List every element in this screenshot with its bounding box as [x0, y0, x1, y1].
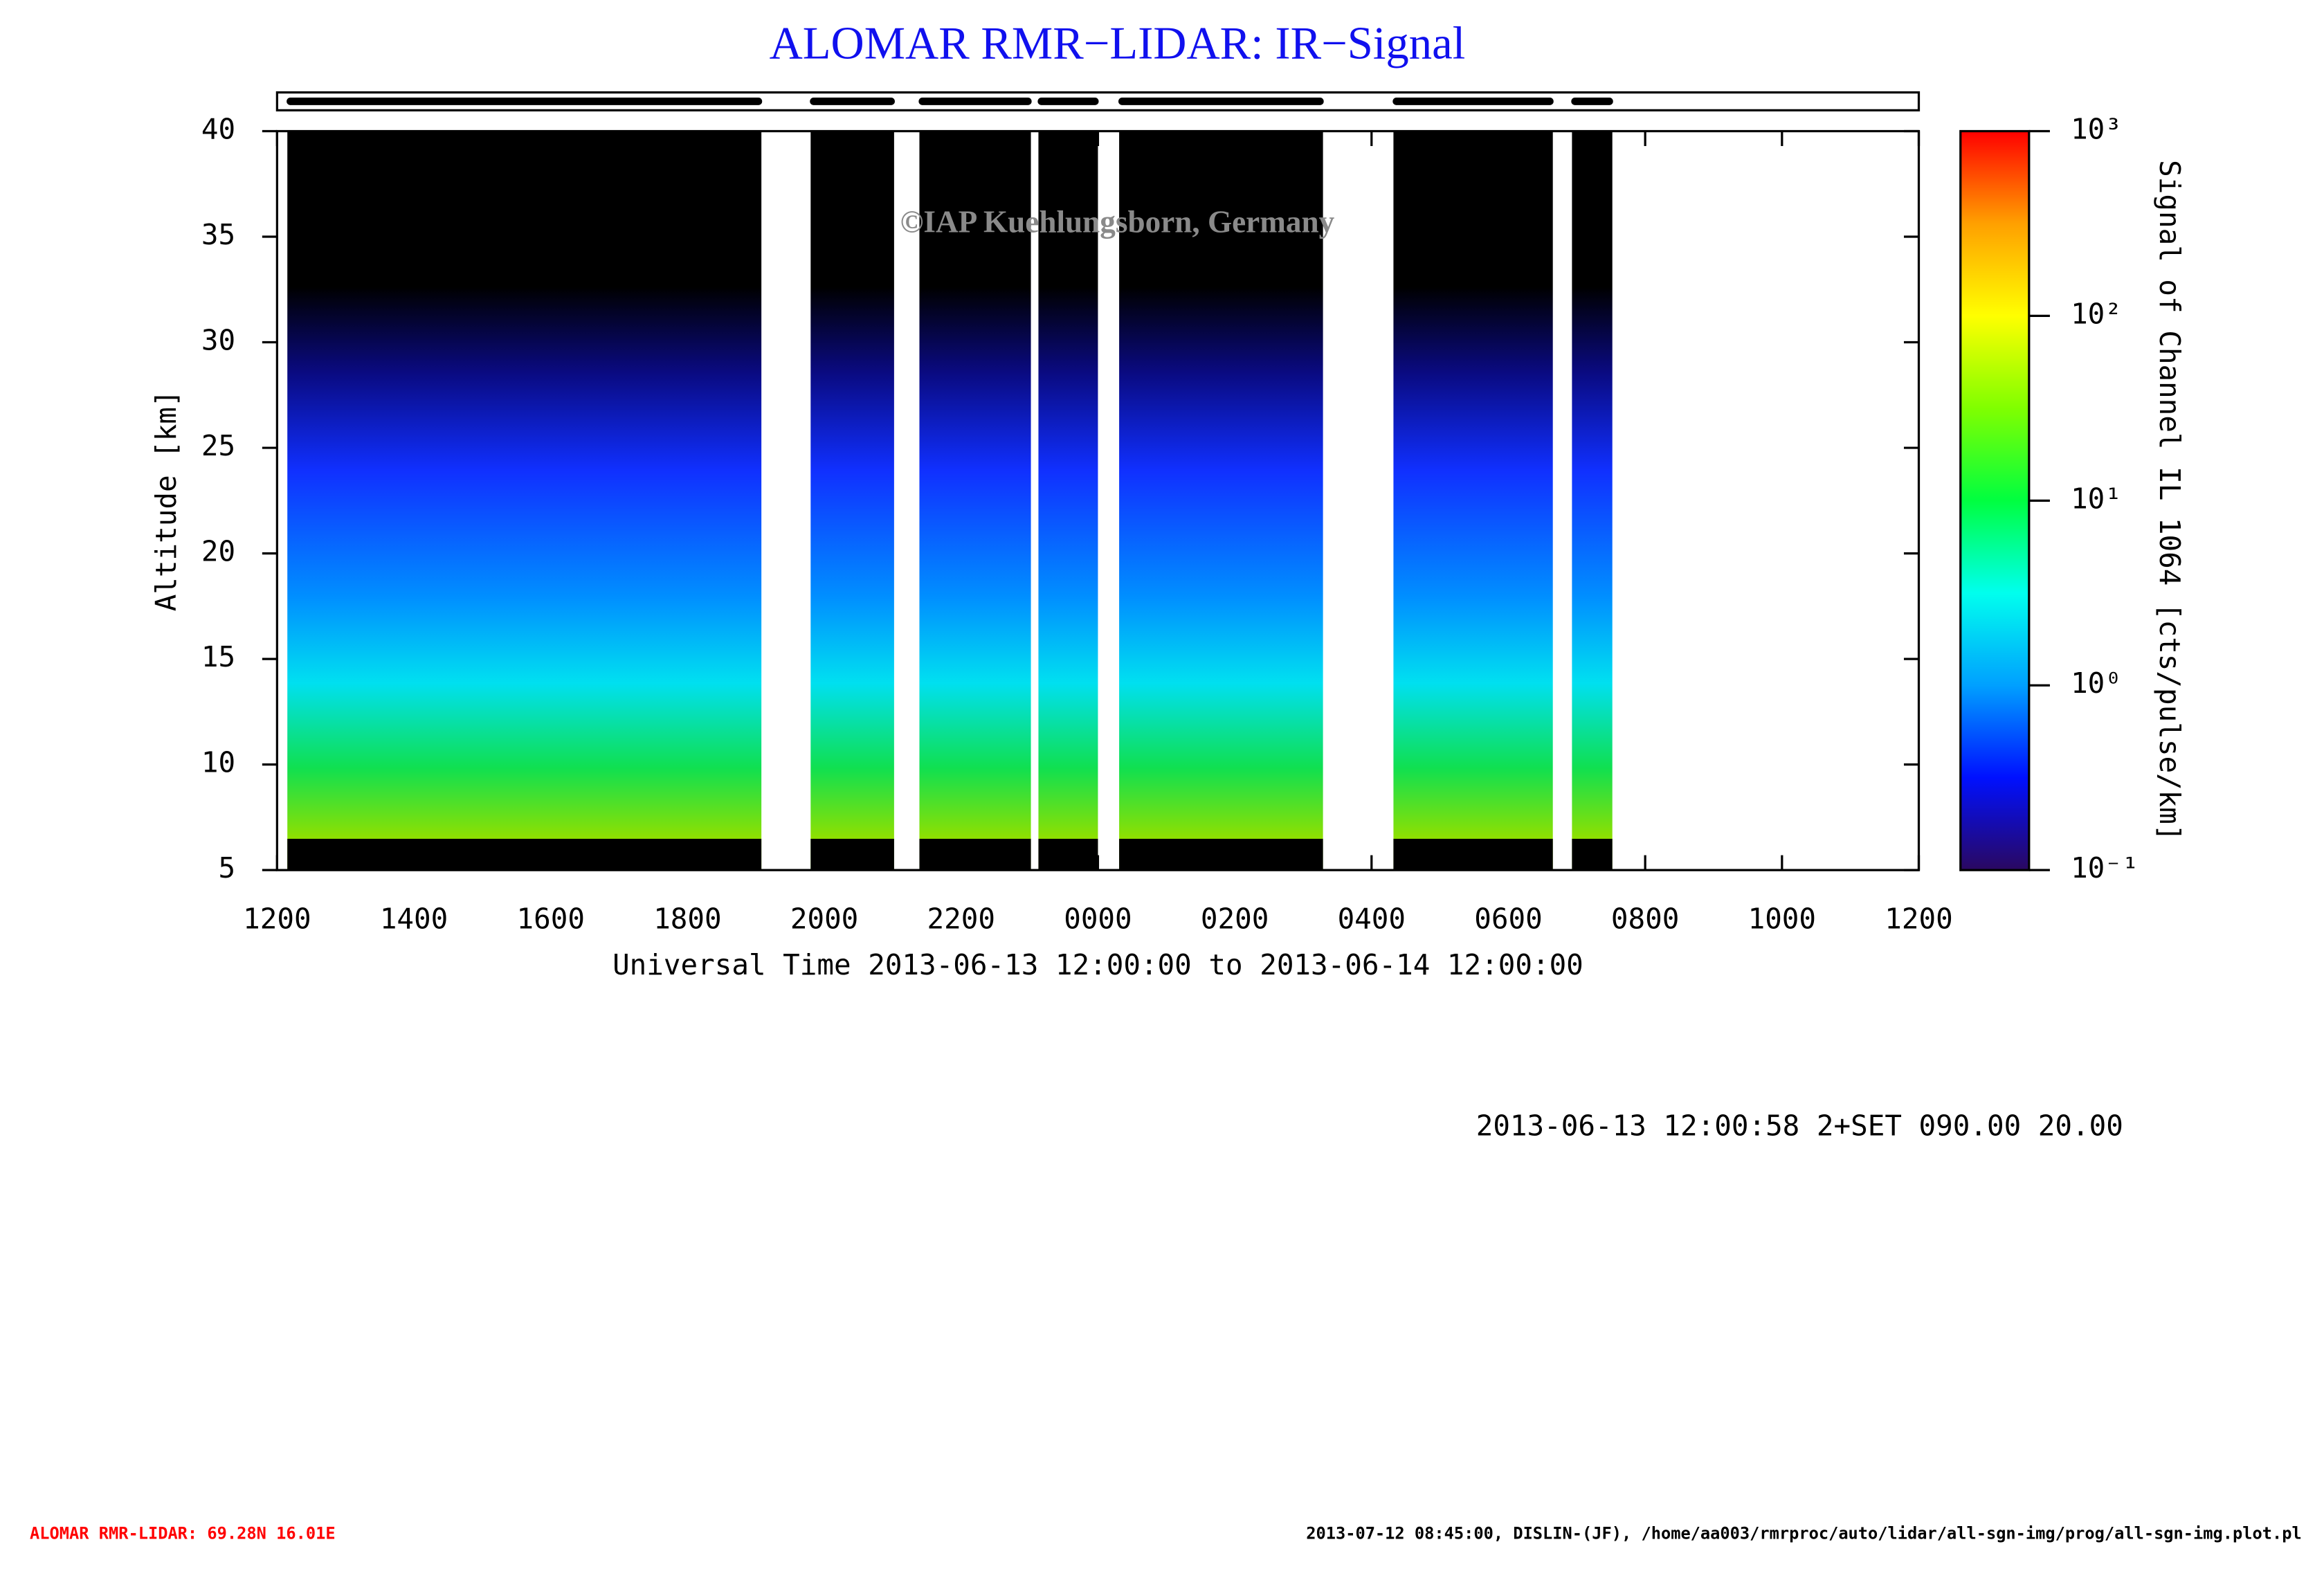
- signal-block: [919, 131, 1031, 871]
- colorbar-tick-label: 10⁻¹: [2071, 851, 2139, 885]
- x-tick-label: 0000: [1064, 902, 1132, 935]
- x-tick-label: 0800: [1611, 902, 1679, 935]
- x-tick-label: 2200: [927, 902, 995, 935]
- ground-band: [287, 838, 762, 871]
- x-tick-label: 0600: [1474, 902, 1542, 935]
- footer-left: ALOMAR RMR-LIDAR: 69.28N 16.01E: [30, 1524, 336, 1543]
- x-tick-label: 0200: [1201, 902, 1269, 935]
- signal-block: [1038, 131, 1098, 871]
- signal-block: [287, 131, 762, 871]
- y-tick-label: 20: [201, 535, 235, 568]
- signal-block: [1572, 131, 1613, 871]
- colorbar-tick-label: 10⁰: [2071, 666, 2122, 700]
- x-tick-label: 1400: [380, 902, 448, 935]
- ground-band: [1038, 838, 1098, 871]
- x-tick-label: 0400: [1338, 902, 1406, 935]
- ground-band: [1119, 838, 1323, 871]
- ground-band: [810, 838, 894, 871]
- colorbar: [1959, 129, 2031, 871]
- x-tick-label: 2000: [790, 902, 858, 935]
- info-line: 2013-06-13 12:00:58 2+SET 090.00 20.00: [1476, 1109, 2123, 1143]
- y-tick-label: 30: [201, 324, 235, 357]
- colorbar-tick-label: 10³: [2071, 112, 2122, 145]
- y-tick-label: 35: [201, 218, 235, 251]
- y-axis-label: Altitude [km]: [149, 390, 183, 611]
- chart-title: ALOMAR RMR−LIDAR: IR−Signal: [770, 18, 1466, 69]
- colorbar-tick-label: 10²: [2071, 297, 2122, 330]
- y-tick-label: 25: [201, 429, 235, 462]
- x-tick-label: 1200: [243, 902, 311, 935]
- y-tick-label: 40: [201, 112, 235, 145]
- x-tick-label: 1600: [517, 902, 585, 935]
- y-tick-label: 15: [201, 640, 235, 673]
- signal-block: [810, 131, 894, 871]
- colorbar-tick-label: 10¹: [2071, 482, 2122, 515]
- watermark: ©IAP Kuehlungsborn, Germany: [900, 204, 1335, 239]
- ground-band: [919, 838, 1031, 871]
- ground-band: [1393, 838, 1553, 871]
- ground-band: [1572, 838, 1613, 871]
- y-tick-label: 5: [218, 851, 235, 885]
- x-tick-label: 1800: [653, 902, 721, 935]
- y-tick-label: 10: [201, 746, 235, 779]
- signal-block: [1393, 131, 1553, 871]
- x-tick-label: 1200: [1885, 902, 1952, 935]
- footer-right: 2013-07-12 08:45:00, DISLIN-(JF), /home/…: [1306, 1524, 2301, 1543]
- signal-block: [1119, 131, 1323, 871]
- x-tick-label: 1000: [1748, 902, 1816, 935]
- colorbar-label: Signal of Channel IL 1064 [cts/pulse/km]: [2153, 160, 2186, 841]
- x-axis-label: Universal Time 2013-06-13 12:00:00 to 20…: [612, 948, 1583, 981]
